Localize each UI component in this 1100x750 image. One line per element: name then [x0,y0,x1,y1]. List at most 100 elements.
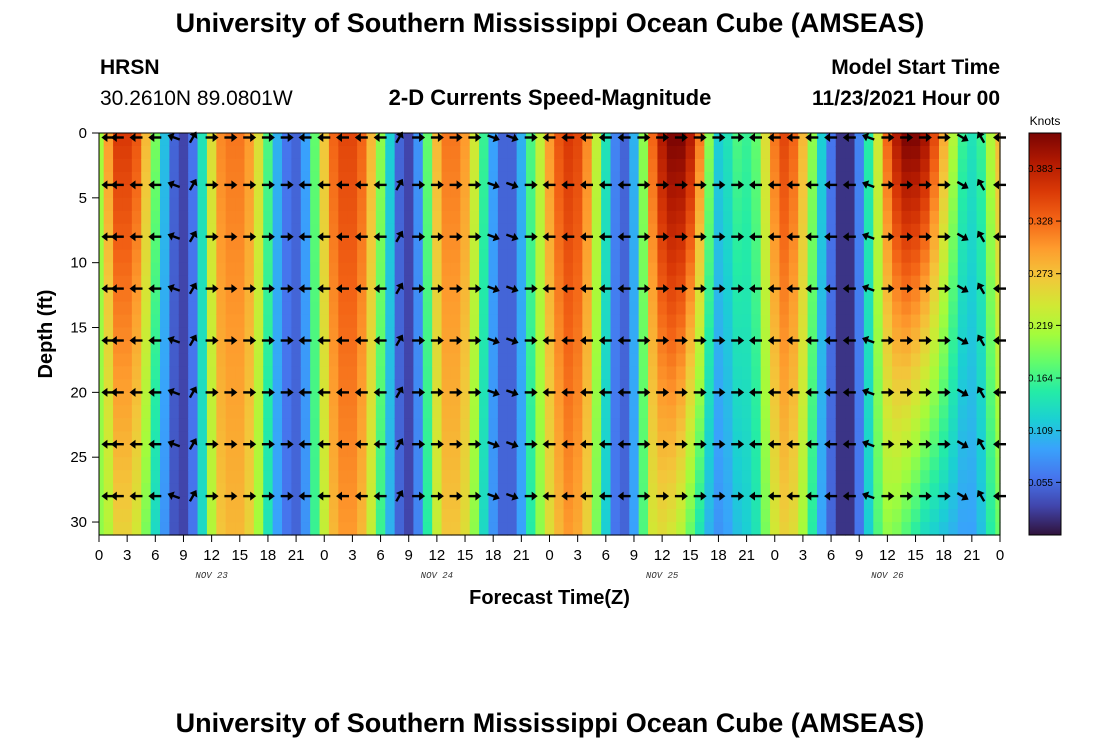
arrow-head [644,491,651,501]
arrow-head [492,388,500,397]
arrow-head [101,387,108,397]
heatmap-cell [197,314,208,329]
heatmap-cell [432,522,443,536]
heatmap-cell [272,158,283,173]
heatmap-cell [666,275,677,290]
heatmap-cells [99,133,1001,536]
current-arrow [956,133,969,142]
heatmap-cell [216,340,227,355]
current-arrow [167,335,181,345]
heatmap-cell [751,158,762,173]
heatmap-cell [328,405,339,419]
heatmap-cell [751,145,762,160]
current-arrow [674,133,688,142]
heatmap-cell [704,509,715,523]
heatmap-cell [807,288,818,303]
current-arrow [976,178,986,191]
heatmap-cell [892,405,903,419]
heatmap-cell [638,210,649,225]
heatmap-cell [694,431,705,445]
heatmap-cell [216,496,227,510]
heatmap-cell [206,379,217,393]
arrow-head [231,180,238,190]
current-arrow [148,232,162,242]
heatmap-cell [938,470,949,484]
heatmap-cell [657,405,668,419]
heatmap-cell [479,444,490,458]
heatmap-cell [807,314,818,329]
heatmap-cell [591,444,602,458]
arrow-head [719,284,726,294]
current-arrow [598,336,612,345]
heatmap-cell [563,431,574,445]
heatmap-cell [685,158,696,173]
heatmap-cell [619,522,630,536]
heatmap-cell [113,236,124,251]
heatmap-cell [572,509,583,523]
current-arrow [487,284,500,294]
heatmap-cell [263,340,274,355]
heatmap-cell [235,340,246,355]
arrow-head [354,439,361,449]
arrow-head [456,387,463,397]
heatmap-cell [723,145,734,160]
heatmap-cell [141,145,152,160]
arrow-head [719,336,726,345]
heatmap-cell [788,223,799,238]
current-arrow [224,491,238,501]
heatmap-cell [816,470,827,484]
heatmap-cell [929,379,940,393]
heatmap-cell [366,236,377,251]
heatmap-cell [967,171,978,186]
arrow-head [317,439,324,449]
heatmap-cell [169,457,180,471]
heatmap-cell [591,275,602,290]
arrow-head [944,387,951,397]
heatmap-cell [469,483,480,497]
heatmap-cell [113,379,124,393]
heatmap-cell [338,158,349,173]
current-arrow [430,387,444,397]
heatmap-cell [272,496,283,510]
heatmap-cell [422,171,433,186]
heatmap-cell [826,353,837,368]
heatmap-cell [216,197,227,212]
heatmap-cell [206,470,217,484]
heatmap-cell [216,405,227,419]
heatmap-cell [404,405,415,419]
heatmap-cell [788,379,799,393]
heatmap-cell [845,457,856,471]
heatmap-cell [892,236,903,251]
heatmap-cell [976,210,987,225]
heatmap-cell [938,340,949,355]
heatmap-cell [507,340,518,355]
heatmap-cell [99,223,105,238]
heatmap-cell [779,223,790,238]
heatmap-cell [310,301,321,316]
heatmap-cell [150,288,161,303]
arrow-head [580,336,586,345]
heatmap-cell [122,405,133,419]
heatmap-cell [779,171,790,186]
current-arrow [767,439,781,449]
heatmap-cell [272,353,283,368]
heatmap-cell [694,301,705,316]
heatmap-cell [685,392,696,406]
arrow-head [961,181,969,190]
heatmap-cell [291,340,302,355]
heatmap-cell [99,249,105,264]
heatmap-cell [488,184,499,199]
heatmap-cell [591,197,602,212]
heatmap-cell [253,353,264,368]
heatmap-cell [582,431,593,445]
heatmap-cell [450,262,461,277]
current-arrow [449,284,463,294]
heatmap-cell [197,470,208,484]
x-tick-label: 3 [348,547,356,564]
colorbar-gradient [1028,132,1062,536]
y-tick-label: 20 [70,384,87,401]
heatmap-cell [253,223,264,238]
current-arrow [862,232,875,241]
heatmap-cell [122,483,133,497]
heatmap-cell [845,145,856,160]
